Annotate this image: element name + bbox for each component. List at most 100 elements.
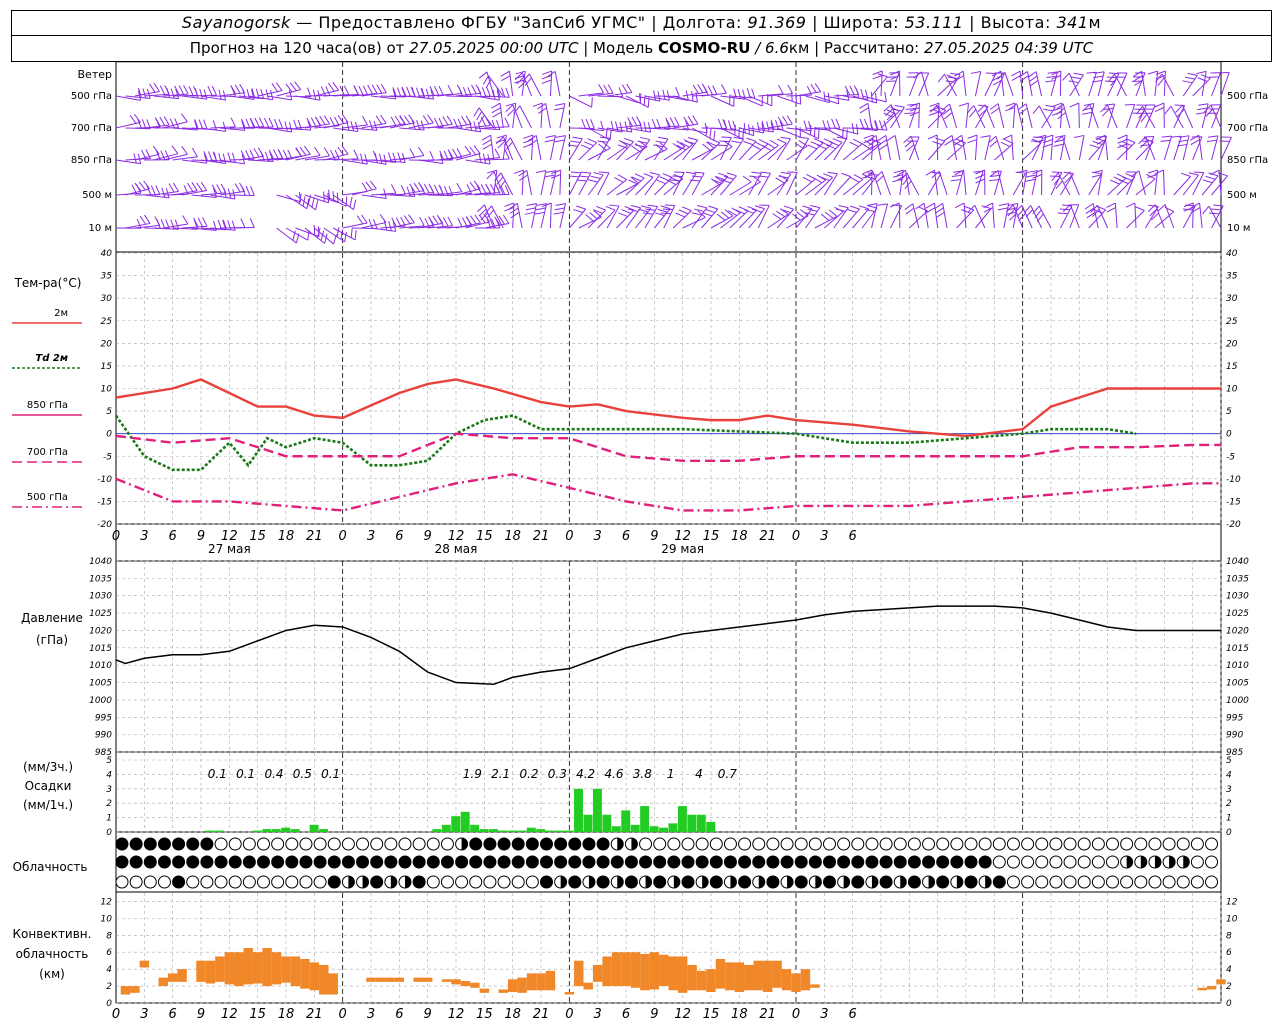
wind-barb-feather [344,231,347,242]
wind-barb-shaft [545,103,551,129]
wind-barb-feather [1134,79,1144,86]
cloud-circle [157,875,171,889]
wind-barb-feather [332,81,340,91]
precip-ytick-right: 0 [1226,828,1232,838]
wind-barb-feather [886,135,896,142]
cloud-circle-filled [200,856,213,868]
wind-barb-shaft [823,141,843,161]
wind-barb-feather [1047,71,1058,74]
wind-barb-feather [1092,208,1100,217]
wind-barb-feather [863,118,869,129]
wind-barb-feather [458,86,464,97]
wind-barb-shaft [890,104,901,129]
wind-barb-feather [892,178,903,183]
precip-3h-total: 0.1 [208,767,227,781]
wind-barb-feather [1062,171,1071,180]
wind-barb-feather [696,205,707,209]
wind-barb-shaft [578,92,604,97]
wind-barb-feather [468,120,473,131]
conv-cloud-bar [441,979,452,982]
cloud-circle-filled [766,856,779,868]
wind-barb-feather [1106,207,1116,213]
conv-title-3: (км) [39,967,65,981]
wind-barb-feather [478,152,482,163]
wind-barb-feather [860,88,865,99]
conv-ytick-right: 8 [1226,931,1232,941]
cloud-circle [936,837,950,851]
cloud-circle-filled [526,856,539,868]
wind-barb-shaft [512,203,515,229]
altitude-unit: м [1088,13,1102,32]
wind-barb-shaft [488,75,504,97]
conv-hour-label: 12 [674,1007,691,1022]
wind-barb-shaft [1050,135,1054,161]
cloud-circle [1049,875,1063,889]
wind-barb-feather [607,84,614,94]
wind-barb-shaft [653,208,671,229]
wind-barb-shaft [512,103,517,129]
wind-barb-shaft [333,158,359,161]
wind-barb-shaft [927,140,946,161]
wind-barb-shaft [672,210,692,229]
conv-hour-label: 0 [112,1007,120,1022]
wind-barb-feather [1187,72,1198,76]
wind-barb-shaft [516,203,523,229]
wind-level-label-right: 500 м [1227,190,1257,201]
wind-barb-feather [1019,75,1029,82]
wind-barb-feather [723,119,728,130]
cloud-circle-filled [512,838,525,850]
wind-barb-shaft [323,194,347,207]
wind-barb-shaft [1022,142,1042,161]
wind-barb-shaft [1182,75,1198,97]
wind-barb-feather [461,116,468,126]
wind-barb-feather [1091,174,1102,178]
wind-barb-feather [388,220,392,231]
wind-barb-shaft [597,137,611,161]
wind-barb-shaft [1142,106,1156,129]
wind-barb-feather [1062,204,1071,212]
pressure-ytick-right: 1030 [1226,592,1249,602]
wind-barb-feather [1178,139,1189,143]
cloud-circle [1176,837,1190,851]
cloud-circle-half [843,876,850,888]
wind-barb-feather [1101,108,1110,117]
wind-barb-shaft [682,216,706,229]
wind-barb-shaft [720,175,737,196]
wind-barb-feather [1139,140,1148,149]
wind-barb-feather [875,175,884,183]
wind-barb-feather [1025,178,1036,182]
wind-barb-shaft [182,95,207,100]
wind-barb-feather [546,170,557,173]
wind-barb-feather [1207,135,1219,138]
wind-barb-feather [794,142,804,149]
wind-barb-feather [870,91,873,102]
cloud-circle-half [956,876,963,888]
conv-hour-label: 15 [703,1007,720,1022]
cloud-circle-filled [427,856,440,868]
wind-barb-feather [1208,172,1219,177]
wind-barb-feather [353,86,360,96]
wind-barb-feather [570,171,582,174]
wind-barb-shaft [163,153,188,161]
wind-barb-feather [391,217,397,227]
wind-barb-feather [678,209,689,215]
cloud-circle [299,875,313,889]
wind-barb-shaft [1059,135,1066,161]
wind-barb-feather [1051,171,1062,173]
precip-bar [526,827,536,832]
wind-barb-feather [909,102,920,108]
wind-barb-feather [203,119,208,130]
wind-barb-feather [1154,169,1164,175]
wind-barb-shaft [974,135,978,161]
wind-barb-feather [643,173,654,178]
wind-barb-feather [1016,208,1025,217]
wind-barb-feather [537,107,547,114]
wind-barb-feather [1206,139,1217,143]
wind-barb-feather [662,173,673,178]
cloud-circle [412,837,426,851]
cloud-circle [950,837,964,851]
wind-barb-shaft [842,208,860,229]
wind-barb-shaft [1154,170,1159,196]
wind-barb-shaft [587,147,611,161]
wind-barb-shaft [739,95,763,107]
